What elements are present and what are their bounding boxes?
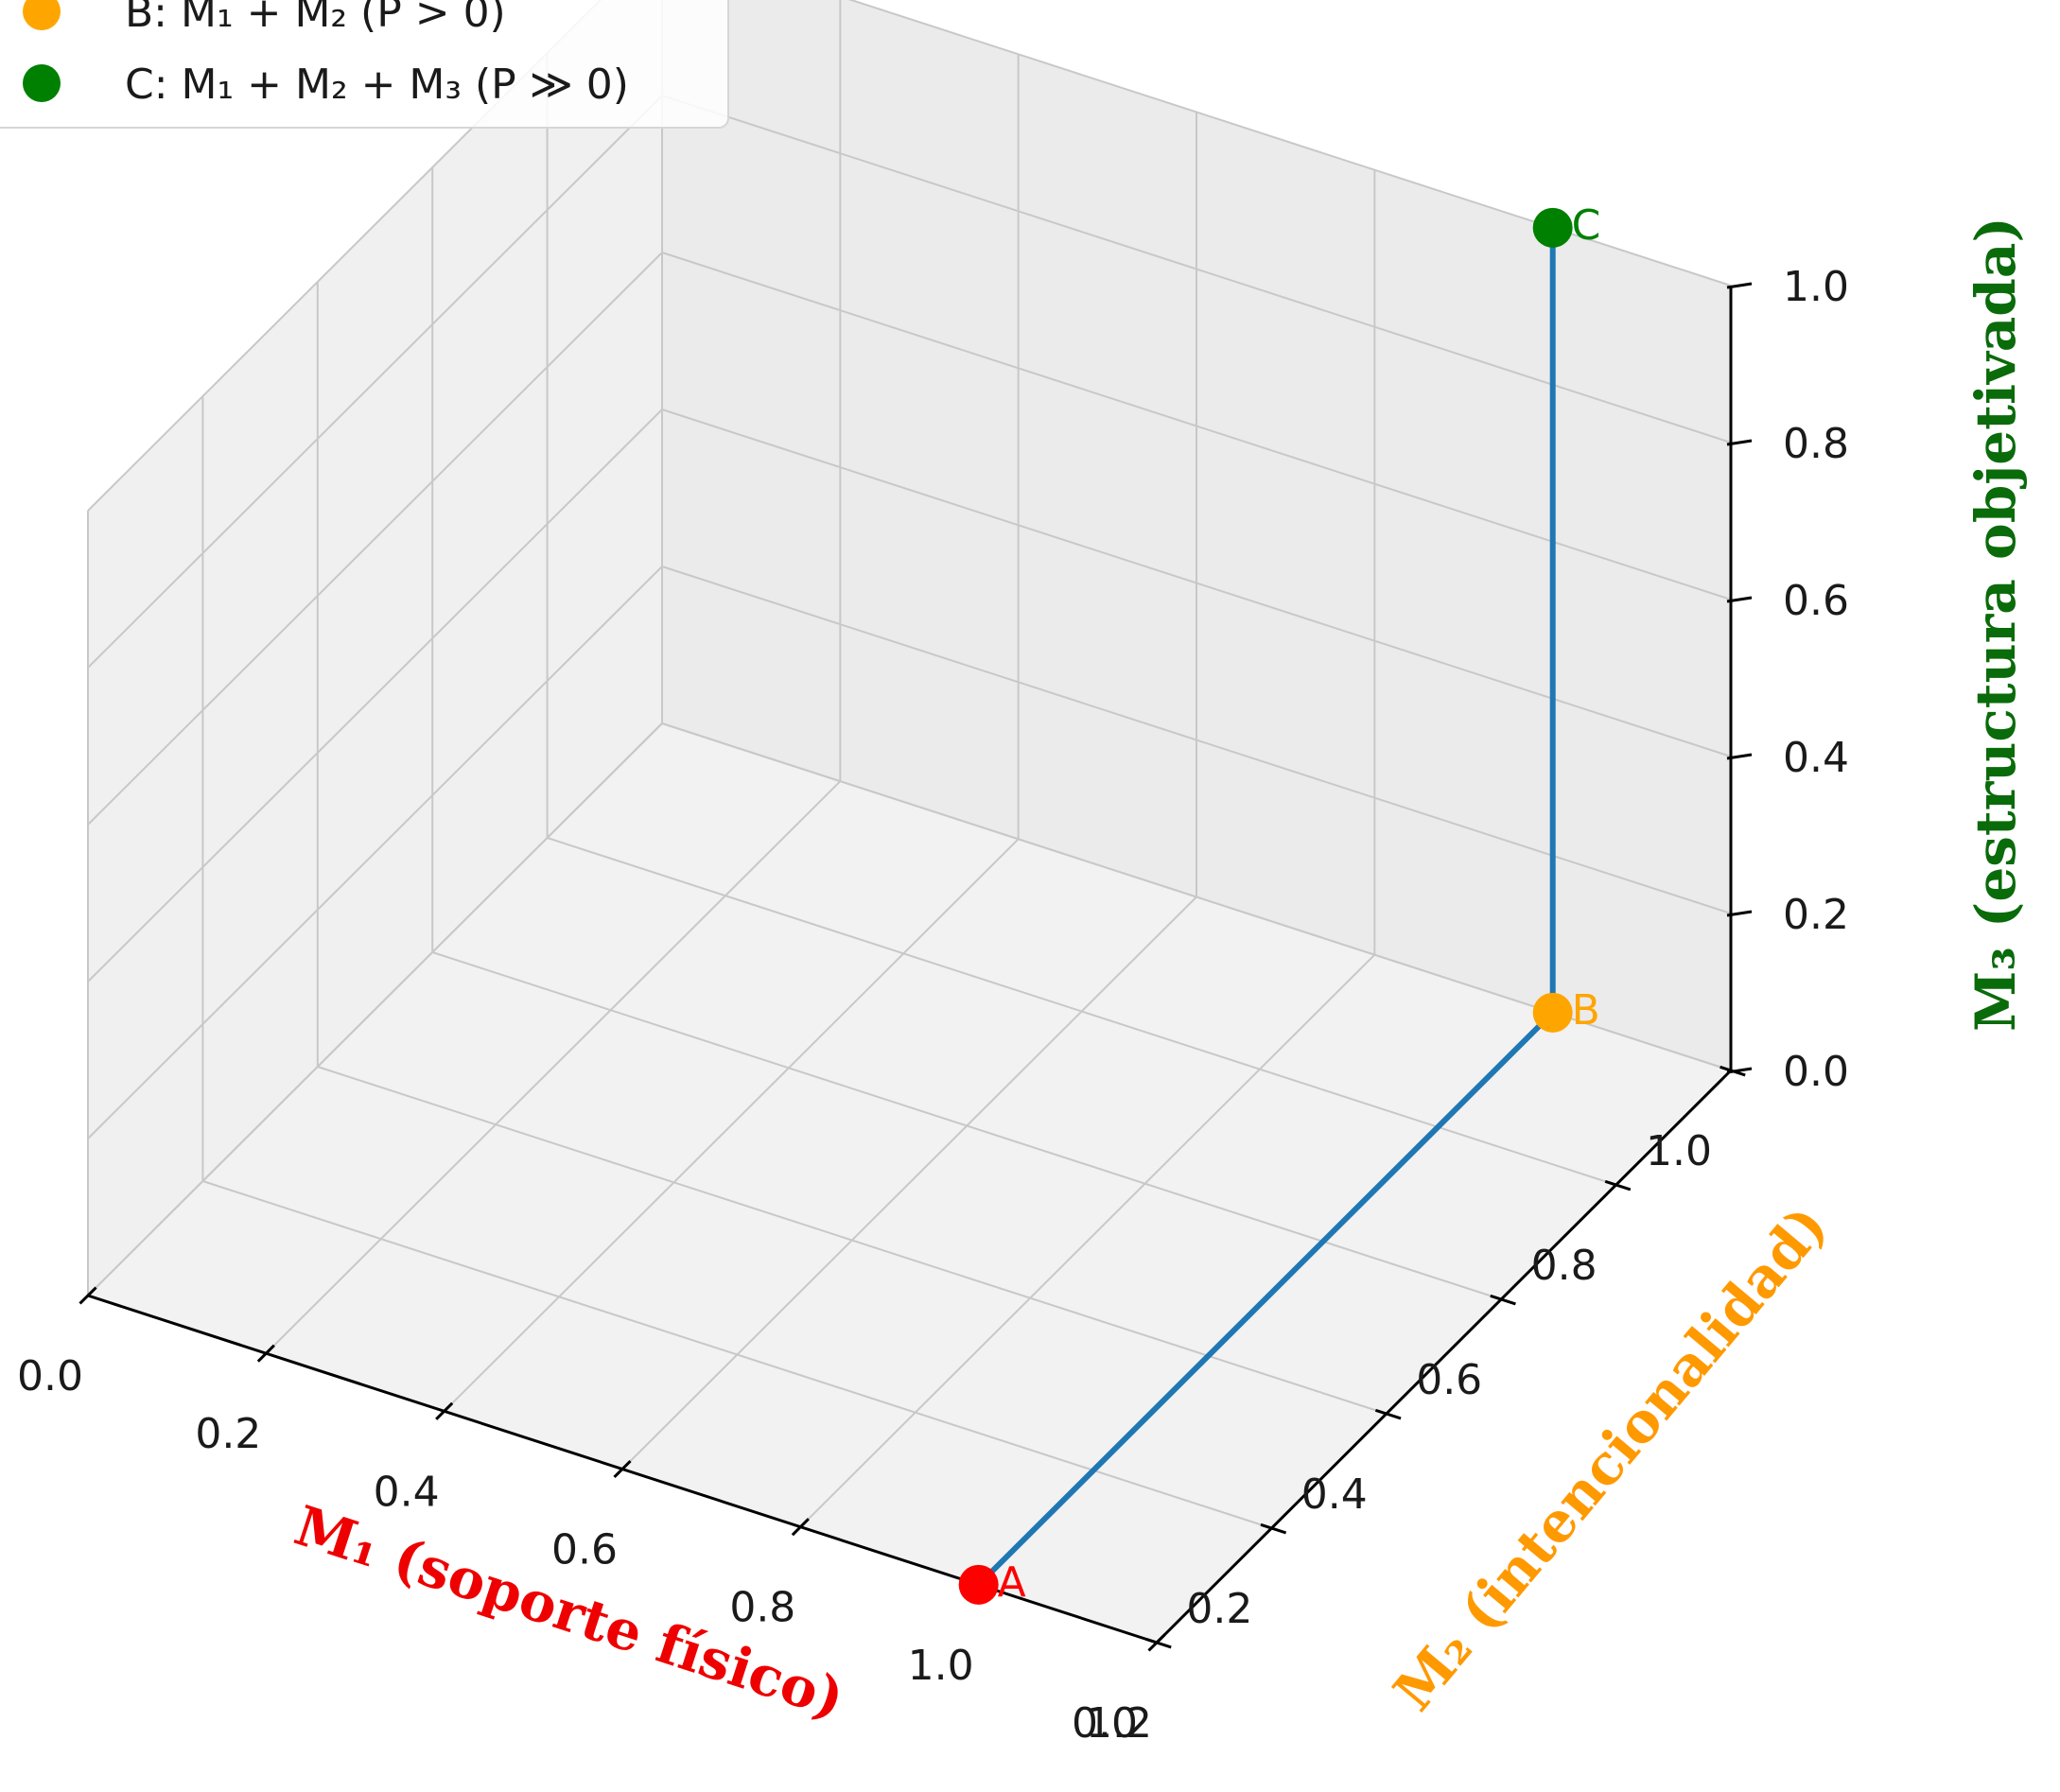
legend-marker — [23, 0, 61, 30]
y-tick-mark — [1145, 1637, 1172, 1649]
grid-line-x — [621, 896, 1197, 1470]
y-axis-line — [1155, 1069, 1733, 1644]
point-b — [1532, 992, 1573, 1033]
grid-line-z — [87, 95, 663, 669]
y-tick-label: 0.8 — [1531, 1242, 1597, 1290]
x-tick-label: 0.4 — [374, 1468, 440, 1516]
y-tick-mark — [1374, 1408, 1402, 1420]
grid-line-x — [265, 780, 842, 1354]
point-c — [1532, 207, 1573, 248]
y-tick-label: 1.0 — [1646, 1127, 1712, 1175]
z-tick-mark — [1726, 1067, 1753, 1074]
z-tick-label: 0.8 — [1783, 420, 1849, 468]
point-label-a: A — [998, 1558, 1026, 1607]
z-tick-label: 0.4 — [1783, 734, 1849, 782]
x-tick-label: 0.2 — [195, 1410, 261, 1458]
x-tick-mark — [79, 1286, 97, 1305]
z-tick-label: 1.0 — [1783, 263, 1849, 311]
z-tick-mark — [1726, 439, 1753, 446]
z-tick-mark — [1726, 282, 1753, 289]
x-tick-mark — [613, 1459, 632, 1479]
x-tick-label: 0.0 — [17, 1352, 83, 1401]
y-tick-label: 0.0 — [1072, 1699, 1138, 1748]
z-tick-mark — [1726, 753, 1753, 760]
y-tick-label: 0.6 — [1416, 1356, 1482, 1404]
legend-marker — [23, 64, 61, 102]
legend-box — [0, 0, 729, 129]
x-tick-label: 0.6 — [551, 1526, 618, 1575]
z-tick-label: 0.6 — [1783, 577, 1849, 625]
y-tick-mark — [1604, 1179, 1632, 1192]
point-a — [958, 1564, 999, 1605]
x-tick-label: 0.8 — [729, 1584, 795, 1632]
grid-line-z — [87, 722, 663, 1296]
y-tick-label: 0.2 — [1186, 1585, 1252, 1633]
x-tick-label: 1.0 — [908, 1642, 974, 1690]
axis-panes — [87, 0, 1732, 1644]
z-tick-label: 0.0 — [1783, 1048, 1849, 1096]
legend-entry: B: M₁ + M₂ (P > 0) — [125, 0, 506, 37]
legend: B: M₁ + M₂ (P > 0) C: M₁ + M₂ + M₃ (P ≫ 0… — [0, 0, 729, 129]
x-tick-mark — [256, 1344, 275, 1363]
z-tick-label: 0.2 — [1783, 891, 1849, 939]
grid-line-x — [799, 953, 1376, 1528]
legend-entry: C: M₁ + M₂ + M₃ (P ≫ 0) — [125, 61, 629, 109]
point-label-c: C — [1572, 201, 1601, 250]
y-tick-mark — [1490, 1294, 1516, 1306]
grid-line-z — [87, 409, 663, 983]
z-tick-mark — [1726, 596, 1753, 603]
tick-labels: 0.00.20.40.60.81.01.20.00.20.40.60.81.00… — [17, 263, 1849, 1748]
grid-line-x — [443, 838, 1020, 1413]
x-tick-mark — [435, 1401, 454, 1420]
z-tick-mark — [1726, 910, 1753, 917]
data-series: A B C — [958, 201, 1601, 1607]
grid-line-z — [87, 252, 663, 826]
z-axis-label: M₃ (estructura objetivada) — [1964, 217, 2028, 1032]
grid-line-z — [87, 565, 663, 1140]
x-tick-label: 1.2 — [1086, 1699, 1152, 1748]
y-tick-label: 0.4 — [1301, 1470, 1368, 1519]
y-tick-mark — [1260, 1522, 1287, 1535]
point-label-b: B — [1572, 986, 1600, 1035]
x-tick-mark — [791, 1518, 810, 1537]
